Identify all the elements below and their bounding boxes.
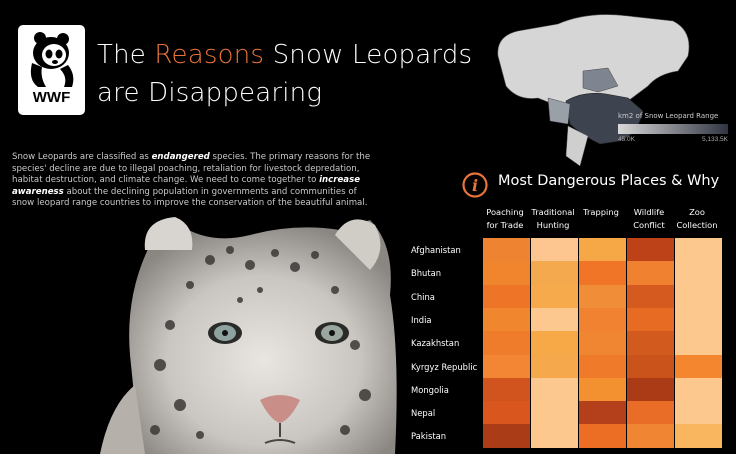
heatmap-cell[interactable] [531, 261, 578, 286]
danger-heatmap: Poaching for Trade Traditional Hunting Trapp… [405, 204, 736, 454]
column-header: Poaching for Trade [481, 206, 529, 232]
heatmap-cell[interactable] [579, 261, 626, 286]
heatmap-cell[interactable] [531, 238, 578, 262]
intro-part1: Snow Leopards are classified as [12, 152, 152, 162]
heatmap-cell[interactable] [531, 307, 578, 332]
heatmap-cell[interactable] [579, 354, 626, 379]
heatmap-cell[interactable] [531, 401, 578, 425]
heatmap-cell[interactable] [675, 401, 722, 425]
asia-range-map [497, 14, 690, 166]
heatmap-cell[interactable] [483, 238, 530, 262]
heatmap-cell[interactable] [579, 331, 626, 355]
intro-emphasis-awareness: increase awareness [12, 175, 361, 197]
heatmap-cell[interactable] [531, 354, 578, 379]
heatmap-cell[interactable] [483, 261, 530, 286]
heatmap-cell[interactable] [627, 307, 674, 332]
row-label: Pakistan [411, 431, 447, 442]
page-title: The Reasons Snow Leopards are Disappeari… [97, 36, 472, 112]
map-legend: km2 of Snow Leopard Range 45.0K 5,133.5K [618, 112, 728, 143]
heatmap-cell[interactable] [483, 424, 530, 449]
heatmap-cell[interactable] [483, 284, 530, 309]
heatmap-cell[interactable] [579, 238, 626, 262]
heatmap-cell[interactable] [675, 377, 722, 402]
column-header: Zoo Collection [673, 206, 721, 232]
heatmap-cell[interactable] [627, 261, 674, 286]
intro-part3: about the declining population in govern… [12, 186, 368, 209]
column-header-line1: Zoo [689, 207, 705, 217]
heatmap-cell[interactable] [675, 307, 722, 332]
intro-text: Snow Leopards are classified as endanger… [12, 152, 372, 210]
row-label: Kyrgyz Republic [411, 361, 478, 372]
row-label: Kazakhstan [411, 338, 460, 349]
heatmap-cell[interactable] [531, 284, 578, 309]
column-header-line2: for Trade [486, 220, 524, 230]
snow-leopard-image [100, 217, 397, 454]
column-header-line2: Conflict [633, 220, 665, 230]
row-label: India [411, 314, 432, 325]
heatmap-cell[interactable] [483, 401, 530, 425]
heatmap-cell[interactable] [579, 377, 626, 402]
heatmap-cell[interactable] [627, 354, 674, 379]
intro-emphasis-endangered: endangered [151, 152, 210, 162]
row-label: Mongolia [411, 384, 449, 395]
heatmap-cell[interactable] [627, 238, 674, 262]
heatmap-cell[interactable] [627, 401, 674, 425]
heatmap-cell[interactable] [579, 284, 626, 309]
heatmap-cell[interactable] [627, 424, 674, 449]
heatmap-cell[interactable] [675, 331, 722, 355]
row-label: Bhutan [411, 268, 442, 279]
title-accent: Reasons [154, 40, 265, 70]
legend-min: 45.0K [618, 136, 635, 143]
row-label: China [411, 291, 435, 302]
heatmap-cell[interactable] [627, 331, 674, 355]
legend-max: 5,133.5K [701, 136, 728, 143]
heatmap-cell[interactable] [675, 261, 722, 286]
column-header-line2: Hunting [536, 220, 570, 230]
column-header-line1: Traditional [531, 207, 575, 217]
heatmap-cell[interactable] [675, 284, 722, 309]
column-header: Trapping [577, 206, 625, 219]
heatmap-cell[interactable] [675, 354, 722, 379]
heatmap-cell[interactable] [675, 238, 722, 262]
legend-title: km2 of Snow Leopard Range [618, 112, 719, 120]
heatmap-cell[interactable] [627, 377, 674, 402]
title-line2: are Disappearing [97, 78, 323, 108]
heatmap-cell[interactable] [531, 424, 578, 449]
row-label: Afghanistan [411, 245, 461, 255]
row-label: Nepal [411, 408, 436, 419]
title-suffix: Snow Leopards [264, 40, 473, 70]
wwf-logo: WWF [18, 25, 85, 115]
svg-text:i: i [472, 176, 478, 195]
heatmap-cell[interactable] [627, 284, 674, 309]
heatmap-cell[interactable] [579, 307, 626, 332]
heatmap-cell[interactable] [483, 377, 530, 402]
heatmap-cell[interactable] [483, 331, 530, 355]
column-header: Traditional Hunting [529, 206, 577, 232]
heatmap-cell[interactable] [483, 307, 530, 332]
heatmap-cell[interactable] [531, 331, 578, 355]
column-header-line1: Poaching [486, 207, 524, 217]
heatmap-cell[interactable] [531, 377, 578, 402]
column-header-line1: Trapping [583, 207, 619, 217]
column-header-line1: Wildlife [633, 207, 665, 217]
section-title: Most Dangerous Places & Why [498, 173, 720, 189]
logo-text: WWF [32, 89, 71, 106]
heatmap-cell[interactable] [483, 354, 530, 379]
heatmap-cell[interactable] [579, 424, 626, 449]
info-icon: i [462, 172, 488, 198]
column-header-line2: Collection [676, 220, 718, 230]
title-prefix: The [97, 40, 155, 70]
intro-part2: species. The primary reasons for the spe… [12, 152, 371, 186]
legend-gradient [618, 124, 728, 134]
column-header: Wildlife Conflict [625, 206, 673, 232]
panda-icon [30, 32, 74, 87]
heatmap-cell[interactable] [579, 401, 626, 425]
heatmap-cell[interactable] [675, 424, 722, 449]
